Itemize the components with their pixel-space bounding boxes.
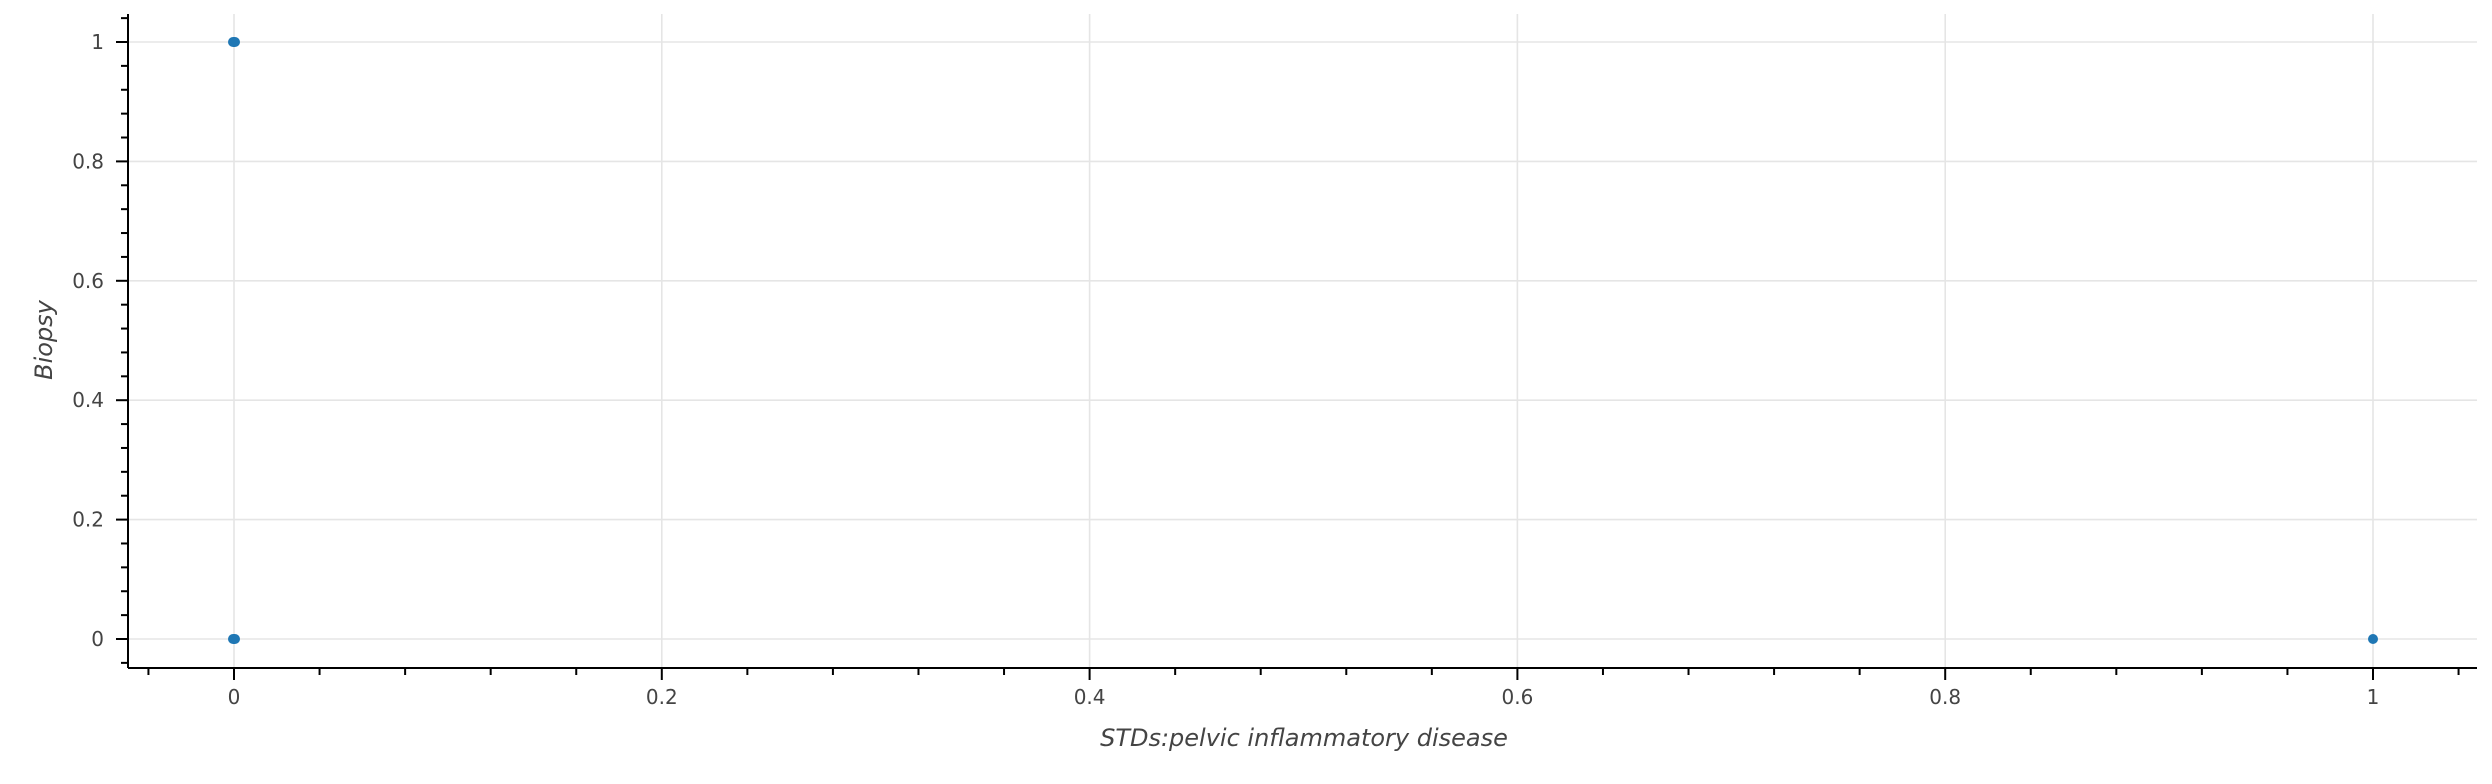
x-tick-label: 0.8 (1929, 685, 1961, 709)
x-tick-label: 0 (228, 685, 241, 709)
y-tick-label: 0.8 (72, 149, 104, 173)
y-tick-label: 0.2 (72, 508, 104, 532)
x-axis-title: STDs:pelvic inflammatory disease (1100, 724, 1508, 752)
data-point (228, 634, 240, 644)
y-tick-label: 0.4 (72, 388, 104, 412)
y-tick-label: 0.6 (72, 269, 104, 293)
y-axis-title: Biopsy (30, 299, 58, 380)
x-tick-label: 1 (2367, 685, 2380, 709)
grid (128, 14, 2477, 668)
y-tick-label: 1 (91, 30, 104, 54)
x-tick-label: 0.6 (1501, 685, 1533, 709)
data-points (228, 37, 2378, 644)
data-point (2368, 634, 2378, 644)
x-tick-label: 0.2 (646, 685, 678, 709)
x-tick-label: 0.4 (1074, 685, 1106, 709)
data-point (228, 37, 240, 47)
axes: 0 0.2 0.4 0.6 0.8 1 0 0.2 0.4 0.6 0.8 1 (72, 14, 2477, 709)
y-tick-label: 0 (91, 627, 104, 651)
